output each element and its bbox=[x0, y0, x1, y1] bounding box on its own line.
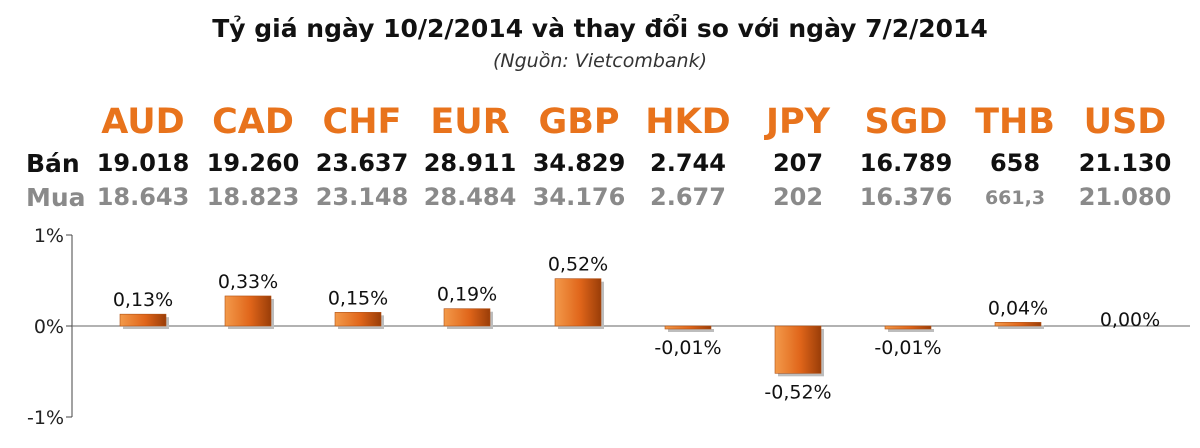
sell-rate: 19.260 bbox=[206, 149, 300, 177]
bar-jpy bbox=[774, 325, 822, 374]
currency-label: USD bbox=[1083, 102, 1167, 142]
buy-rate: 18.643 bbox=[96, 183, 190, 211]
buy-rate: 34.176 bbox=[532, 183, 626, 211]
bar-value-label: 0,04% bbox=[988, 297, 1048, 319]
bar-hkd bbox=[664, 325, 712, 330]
y-tick-label: -1% bbox=[27, 407, 64, 429]
bar-value-label: 0,52% bbox=[548, 254, 608, 276]
sell-rate: 21.130 bbox=[1078, 149, 1172, 177]
currency-label: EUR bbox=[430, 102, 510, 142]
bar-shadow bbox=[888, 329, 934, 332]
source-note: (Nguồn: Vietcombank) bbox=[493, 50, 707, 72]
currency-label: CAD bbox=[212, 102, 294, 142]
bar-chf bbox=[334, 312, 382, 327]
bar-value-label: 0,00% bbox=[1100, 309, 1160, 331]
y-tick-label: 1% bbox=[34, 225, 64, 247]
bar-value-label: 0,15% bbox=[328, 287, 388, 309]
sell-rate: 207 bbox=[772, 149, 824, 177]
bar-aud bbox=[119, 313, 167, 327]
bar-sgd bbox=[884, 325, 932, 330]
bar-shadow bbox=[668, 329, 714, 332]
sell-rate: 34.829 bbox=[532, 149, 626, 177]
bar-value-label: -0,01% bbox=[874, 337, 941, 359]
sell-rate: 658 bbox=[989, 149, 1041, 177]
currency-label: THB bbox=[975, 102, 1055, 142]
sell-row-label: Bán bbox=[26, 149, 80, 178]
sell-rate: 2.744 bbox=[650, 149, 726, 177]
bar-value-label: 0,19% bbox=[437, 284, 497, 306]
y-tick-label: 0% bbox=[34, 316, 64, 338]
buy-rate: 661,3 bbox=[984, 187, 1046, 209]
currency-label: HKD bbox=[645, 102, 731, 142]
buy-rate: 18.823 bbox=[206, 183, 300, 211]
bar-cad bbox=[224, 295, 272, 327]
buy-rate: 21.080 bbox=[1078, 183, 1172, 211]
currency-label: AUD bbox=[101, 102, 185, 142]
bar-gbp bbox=[554, 278, 602, 327]
bar-value-label: 0,13% bbox=[113, 289, 173, 311]
buy-rate: 28.484 bbox=[423, 183, 517, 211]
currency-label: GBP bbox=[538, 102, 620, 142]
bar-shadow bbox=[998, 325, 1044, 329]
currency-label: CHF bbox=[322, 102, 402, 142]
buy-row-label: Mua bbox=[26, 183, 86, 212]
page-title: Tỷ giá ngày 10/2/2014 và thay đổi so với… bbox=[212, 14, 988, 43]
bar-thb bbox=[994, 322, 1042, 327]
bar-value-label: -0,01% bbox=[654, 337, 721, 359]
bar-value-label: 0,33% bbox=[218, 271, 278, 293]
currency-label: SGD bbox=[864, 102, 948, 142]
buy-rate: 16.376 bbox=[859, 183, 953, 211]
bar-value-label: -0,52% bbox=[764, 381, 831, 403]
currency-label: JPY bbox=[765, 102, 831, 142]
sell-rate: 19.018 bbox=[96, 149, 190, 177]
sell-rate: 28.911 bbox=[423, 149, 517, 177]
change-bar-chart: 1% 0% -1% 0,13% 0,33% 0,15% 0,19% 0,52% -0,01% -… bbox=[27, 225, 1190, 429]
sell-rate: 23.637 bbox=[315, 149, 409, 177]
buy-rate: 202 bbox=[772, 183, 824, 211]
buy-rate: 23.148 bbox=[315, 183, 409, 211]
bar-eur bbox=[443, 308, 491, 327]
buy-rate: 2.677 bbox=[650, 183, 726, 211]
sell-rate: 16.789 bbox=[859, 149, 953, 177]
